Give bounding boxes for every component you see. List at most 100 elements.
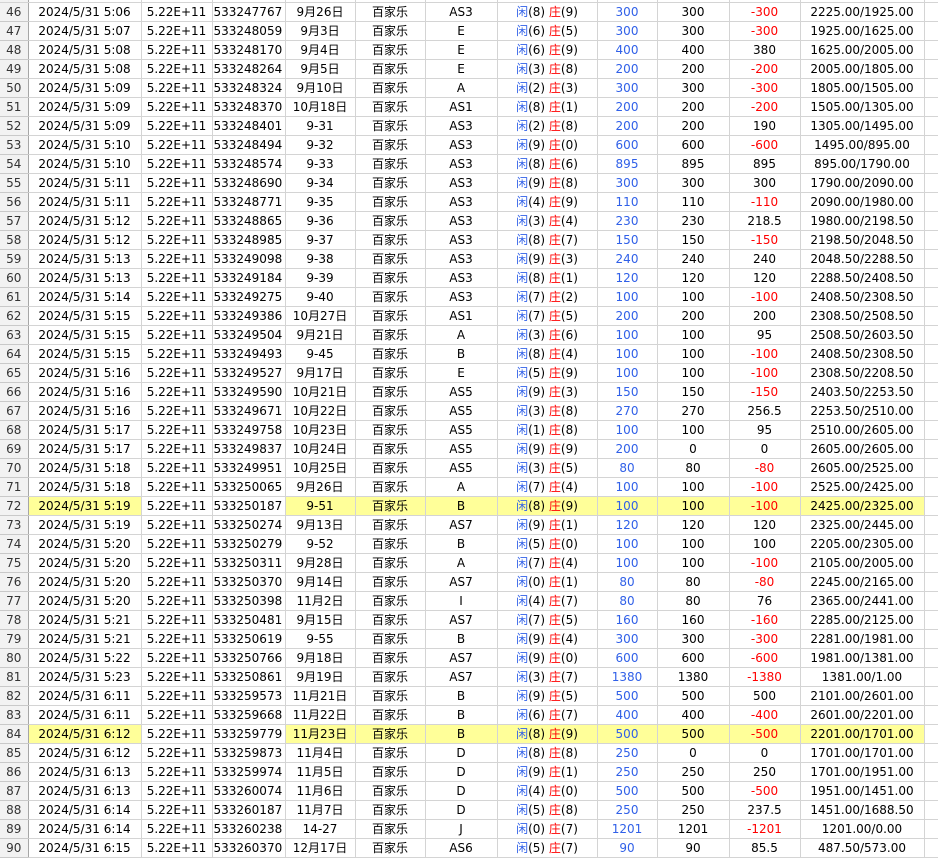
cell-scientific-value[interactable]: 5.22E+11 — [141, 838, 213, 858]
cell-serial-number[interactable]: 533260074 — [212, 781, 286, 801]
cell-session-label[interactable]: 9-35 — [285, 192, 356, 212]
cell-game-name[interactable]: 百家乐 — [355, 819, 426, 839]
cell-table-code[interactable]: E — [425, 59, 498, 79]
cell-valid-bet[interactable]: 200 — [657, 116, 730, 136]
cell-table-code[interactable]: AS1 — [425, 306, 498, 326]
cell-balance[interactable]: 2325.00/2445.00 — [800, 515, 925, 535]
cell-datetime[interactable]: 2024/5/31 6:11 — [28, 705, 142, 725]
cell-datetime[interactable]: 2024/5/31 5:17 — [28, 439, 142, 459]
cell-scientific-value[interactable]: 5.22E+11 — [141, 344, 213, 364]
cell-serial-number[interactable]: 533250481 — [212, 610, 286, 630]
cell-datetime[interactable]: 2024/5/31 5:18 — [28, 477, 142, 497]
cell-scientific-value[interactable]: 5.22E+11 — [141, 211, 213, 231]
cell-win-loss[interactable]: 300 — [729, 173, 801, 193]
cell-balance[interactable]: 2048.50/2288.50 — [800, 249, 925, 269]
cell-valid-bet[interactable]: 100 — [657, 363, 730, 383]
cell-bet-amount[interactable]: 100 — [597, 325, 658, 345]
cell-datetime[interactable]: 2024/5/31 5:08 — [28, 40, 142, 60]
cell-session-label[interactable]: 9-51 — [285, 496, 356, 516]
cell-win-loss[interactable]: 237.5 — [729, 800, 801, 820]
cell-session-label[interactable]: 9月26日 — [285, 477, 356, 497]
cell-win-loss[interactable]: 100 — [729, 534, 801, 554]
cell-result-score[interactable]: 闲(1) 庄(8) — [497, 420, 598, 440]
cell-win-loss[interactable]: -300 — [729, 78, 801, 98]
cell-result-score[interactable]: 闲(7) 庄(2) — [497, 287, 598, 307]
cell-result-score[interactable]: 闲(8) 庄(1) — [497, 97, 598, 117]
cell-datetime[interactable]: 2024/5/31 5:15 — [28, 325, 142, 345]
cell-game-name[interactable]: 百家乐 — [355, 591, 426, 611]
cell-scientific-value[interactable]: 5.22E+11 — [141, 192, 213, 212]
cell-serial-number[interactable]: 533249504 — [212, 325, 286, 345]
cell-table-code[interactable]: AS3 — [425, 287, 498, 307]
cell-result-score[interactable]: 闲(9) 庄(4) — [497, 629, 598, 649]
cell-serial-number[interactable]: 533249671 — [212, 401, 286, 421]
cell-game-name[interactable]: 百家乐 — [355, 59, 426, 79]
cell-table-code[interactable]: E — [425, 363, 498, 383]
cell-scientific-value[interactable]: 5.22E+11 — [141, 59, 213, 79]
row-number[interactable]: 80 — [0, 648, 29, 668]
cell-scientific-value[interactable]: 5.22E+11 — [141, 325, 213, 345]
cell-bet-amount[interactable]: 250 — [597, 762, 658, 782]
cell-balance[interactable]: 2090.00/1980.00 — [800, 192, 925, 212]
cell-game-name[interactable]: 百家乐 — [355, 306, 426, 326]
cell-win-loss[interactable]: -600 — [729, 135, 801, 155]
cell-datetime[interactable]: 2024/5/31 5:22 — [28, 648, 142, 668]
cell-scientific-value[interactable]: 5.22E+11 — [141, 724, 213, 744]
cell-datetime[interactable]: 2024/5/31 6:14 — [28, 819, 142, 839]
cell-session-label[interactable]: 9-39 — [285, 268, 356, 288]
cell-game-name[interactable]: 百家乐 — [355, 344, 426, 364]
row-number[interactable]: 52 — [0, 116, 29, 136]
cell-balance[interactable]: 1451.00/1688.50 — [800, 800, 925, 820]
cell-result-score[interactable]: 闲(0) 庄(1) — [497, 572, 598, 592]
cell-serial-number[interactable]: 533260187 — [212, 800, 286, 820]
cell-session-label[interactable]: 11月6日 — [285, 781, 356, 801]
cell-table-code[interactable]: AS7 — [425, 648, 498, 668]
cell-session-label[interactable]: 10月27日 — [285, 306, 356, 326]
cell-win-loss[interactable]: 0 — [729, 439, 801, 459]
cell-serial-number[interactable]: 533260370 — [212, 838, 286, 858]
cell-balance[interactable]: 1981.00/1381.00 — [800, 648, 925, 668]
row-number[interactable]: 89 — [0, 819, 29, 839]
row-number[interactable]: 48 — [0, 40, 29, 60]
cell-datetime[interactable]: 2024/5/31 5:15 — [28, 344, 142, 364]
cell-session-label[interactable]: 11月21日 — [285, 686, 356, 706]
cell-session-label[interactable]: 10月23日 — [285, 420, 356, 440]
cell-bet-amount[interactable]: 100 — [597, 287, 658, 307]
cell-win-loss[interactable]: 85.5 — [729, 838, 801, 858]
cell-game-name[interactable]: 百家乐 — [355, 363, 426, 383]
cell-result-score[interactable]: 闲(8) 庄(9) — [497, 2, 598, 22]
cell-win-loss[interactable]: -1201 — [729, 819, 801, 839]
cell-win-loss[interactable]: -100 — [729, 363, 801, 383]
cell-game-name[interactable]: 百家乐 — [355, 439, 426, 459]
cell-win-loss[interactable]: -160 — [729, 610, 801, 630]
cell-datetime[interactable]: 2024/5/31 5:10 — [28, 135, 142, 155]
cell-table-code[interactable]: AS5 — [425, 382, 498, 402]
cell-balance[interactable]: 487.50/573.00 — [800, 838, 925, 858]
cell-serial-number[interactable]: 533248985 — [212, 230, 286, 250]
cell-result-score[interactable]: 闲(9) 庄(3) — [497, 382, 598, 402]
cell-balance[interactable]: 1201.00/0.00 — [800, 819, 925, 839]
cell-game-name[interactable]: 百家乐 — [355, 382, 426, 402]
row-number[interactable]: 78 — [0, 610, 29, 630]
cell-bet-amount[interactable]: 400 — [597, 40, 658, 60]
cell-serial-number[interactable]: 533248771 — [212, 192, 286, 212]
cell-valid-bet[interactable]: 400 — [657, 40, 730, 60]
cell-balance[interactable]: 2308.50/2208.50 — [800, 363, 925, 383]
cell-table-code[interactable]: D — [425, 781, 498, 801]
cell-balance[interactable]: 1625.00/2005.00 — [800, 40, 925, 60]
cell-session-label[interactable]: 10月18日 — [285, 97, 356, 117]
row-number[interactable]: 46 — [0, 2, 29, 22]
cell-win-loss[interactable]: 200 — [729, 306, 801, 326]
cell-datetime[interactable]: 2024/5/31 5:09 — [28, 78, 142, 98]
cell-serial-number[interactable]: 533259573 — [212, 686, 286, 706]
cell-balance[interactable]: 2508.50/2603.50 — [800, 325, 925, 345]
cell-win-loss[interactable]: 95 — [729, 420, 801, 440]
cell-win-loss[interactable]: -100 — [729, 344, 801, 364]
cell-session-label[interactable]: 9-34 — [285, 173, 356, 193]
cell-table-code[interactable]: AS3 — [425, 268, 498, 288]
cell-datetime[interactable]: 2024/5/31 6:15 — [28, 838, 142, 858]
cell-valid-bet[interactable]: 300 — [657, 629, 730, 649]
cell-scientific-value[interactable]: 5.22E+11 — [141, 2, 213, 22]
cell-datetime[interactable]: 2024/5/31 5:12 — [28, 211, 142, 231]
cell-win-loss[interactable]: 0 — [729, 743, 801, 763]
